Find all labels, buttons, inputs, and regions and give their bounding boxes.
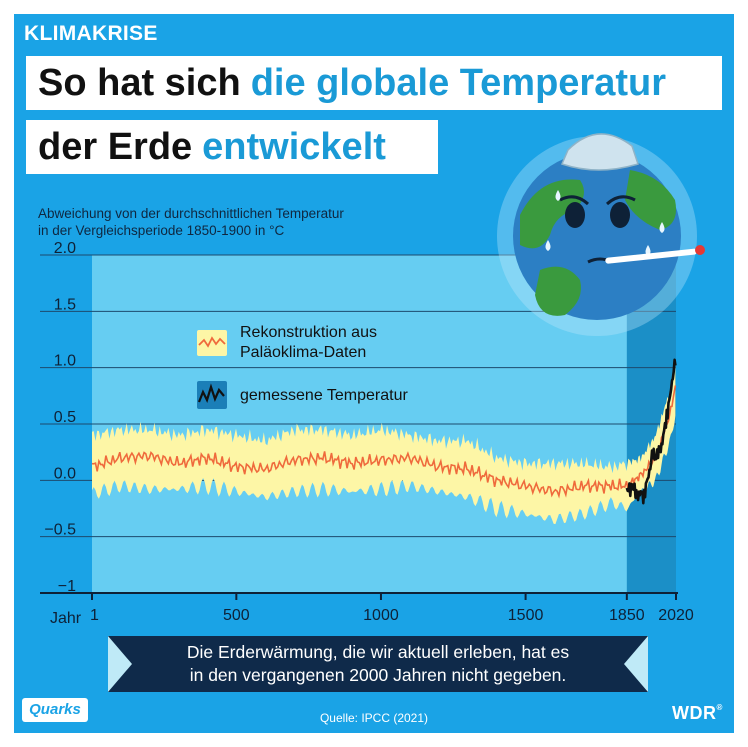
left-brow	[559, 195, 590, 206]
legend-measured-line-icon	[197, 383, 225, 403]
headline-accent-2: entwickelt	[202, 126, 386, 168]
legend-reconstruction-line-icon	[198, 336, 226, 348]
x-tick-label: 1	[90, 607, 99, 624]
legend-item-reconstruction: Rekonstruktion aus Paläoklima-Daten	[197, 324, 377, 361]
legend-label-measured: gemessene Temperatur	[240, 387, 408, 404]
sweat-drop-icon	[545, 240, 551, 251]
headline-accent-1: die globale Temperatur	[250, 62, 666, 104]
banner-text: Die Erderwärmung, die wir aktuell erlebe…	[130, 641, 626, 687]
y-tick-label: 2.0	[54, 240, 76, 257]
x-tick-label: 1850	[609, 607, 645, 624]
legend-band-swatch-icon	[197, 330, 227, 356]
chart-subtitle: Abweichung von der durchschnittlichen Te…	[38, 205, 344, 239]
thermometer-bulb	[695, 245, 705, 255]
subtitle-line-1: Abweichung von der durchschnittlichen Te…	[38, 206, 344, 221]
y-tick-label: 1.5	[54, 296, 76, 313]
sweat-drop-icon	[555, 190, 561, 201]
wdr-logo: WDR®	[672, 703, 723, 723]
legend-label-reconstruction-2: Paläoklima-Daten	[240, 344, 366, 361]
banner-line-2: in den vergangenen 2000 Jahren nicht geg…	[189, 665, 567, 685]
sweating-earth-illustration	[497, 133, 705, 336]
y-tick-label: −0.5	[44, 522, 76, 539]
sweat-drop-icon	[645, 245, 651, 256]
right-brow	[605, 195, 636, 206]
banner-arrow-right-icon	[624, 636, 648, 692]
headline-line-2: der Erde entwickelt	[26, 120, 438, 174]
wdr-logo-text: WDR	[672, 703, 717, 723]
x-axis-label: Jahr	[50, 610, 82, 627]
legend-item-measured: gemessene Temperatur	[197, 381, 408, 409]
kicker-label: KLIMAKRISE	[24, 22, 158, 45]
ice-pack-icon	[560, 133, 639, 171]
y-tick-label: 0.0	[54, 465, 76, 482]
conclusion-banner	[108, 636, 648, 692]
banner-arrow-left-icon	[108, 636, 132, 692]
headline-line-1: So hat sich die globale Temperatur	[26, 56, 722, 110]
x-tick-label: 500	[223, 607, 250, 624]
banner-line-1: Die Erderwärmung, die wir aktuell erlebe…	[186, 642, 570, 662]
subtitle-line-2: in der Vergleichsperiode 1850-1900 in °C	[38, 223, 285, 238]
headline-plain-1: So hat sich	[38, 62, 241, 104]
headline-plain-2: der Erde	[38, 126, 193, 168]
sweat-drop-icon	[659, 222, 665, 233]
x-tick-label: 2020	[658, 607, 694, 624]
source-note: Quelle: IPCC (2021)	[319, 711, 429, 725]
legend-label-reconstruction-1: Rekonstruktion aus	[240, 324, 377, 341]
y-tick-label: −1	[58, 578, 76, 595]
right-eye	[610, 202, 630, 228]
x-tick-label: 1000	[363, 607, 399, 624]
reconstruction-line	[91, 385, 677, 499]
thermometer-icon	[605, 248, 697, 264]
x-tick-label: 1500	[508, 607, 544, 624]
measured-temperature-line	[625, 358, 677, 505]
continent-right	[625, 170, 676, 230]
y-tick-label: 1.0	[54, 353, 76, 370]
y-tick-label: 0.5	[54, 409, 76, 426]
left-eye	[565, 202, 585, 228]
quarks-logo: Quarks	[22, 698, 88, 722]
continent-bottom	[535, 266, 581, 316]
legend-measured-swatch-icon	[197, 381, 227, 409]
